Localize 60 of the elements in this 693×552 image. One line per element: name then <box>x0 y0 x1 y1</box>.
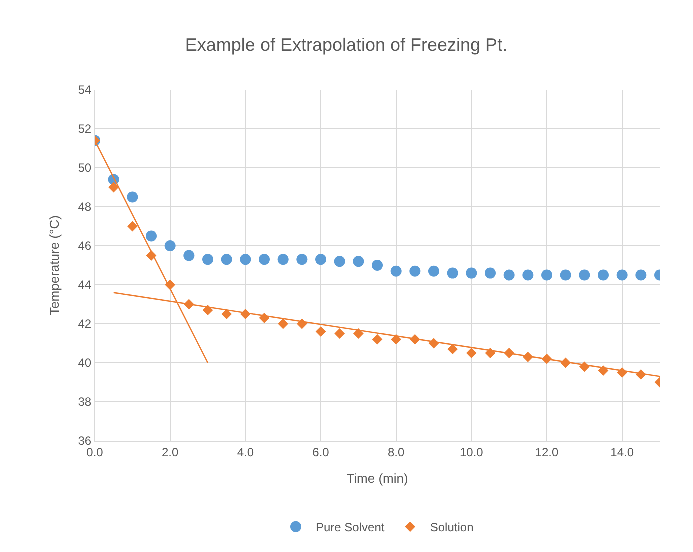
point <box>259 254 270 266</box>
point <box>542 270 552 281</box>
x-axis-title: Time (min) <box>346 471 408 486</box>
point <box>448 344 458 355</box>
x-tick-label: 10.0 <box>460 445 484 460</box>
point <box>522 270 534 281</box>
point <box>146 230 157 242</box>
point <box>240 254 252 266</box>
point <box>316 326 326 337</box>
point <box>598 270 609 281</box>
point <box>372 260 383 271</box>
point <box>334 328 346 339</box>
point <box>127 192 138 203</box>
point <box>485 268 496 279</box>
x-tick-label: 14.0 <box>610 445 634 460</box>
point <box>127 221 138 232</box>
x-tick-label: 6.0 <box>312 445 330 460</box>
point <box>390 266 402 277</box>
point <box>202 254 214 266</box>
chart-title: Example of Extrapolation of Freezing Pt. <box>185 35 508 56</box>
point <box>334 256 346 268</box>
point <box>560 270 572 281</box>
y-tick-label: 46 <box>78 239 92 254</box>
y-tick-label: 52 <box>78 122 92 136</box>
point <box>579 270 590 281</box>
point <box>372 334 383 345</box>
point <box>278 318 289 330</box>
point <box>466 268 478 279</box>
x-tick-label: 8.0 <box>388 445 405 460</box>
point <box>410 266 421 277</box>
legend-label: Solution <box>430 520 474 535</box>
point <box>616 270 628 281</box>
y-axis-title: Temperature (°C) <box>47 216 62 316</box>
point <box>296 254 308 266</box>
y-tick-label: 38 <box>78 395 92 410</box>
point <box>447 268 458 279</box>
point <box>184 250 195 262</box>
y-tick-label: 40 <box>78 356 92 370</box>
point <box>636 270 647 281</box>
point <box>202 305 214 316</box>
y-tick-label: 50 <box>78 161 92 176</box>
point <box>222 309 232 320</box>
legend-label: Pure Solvent <box>316 520 386 535</box>
point <box>353 328 364 339</box>
x-tick-label: 4.0 <box>237 445 254 460</box>
y-tick-label: 42 <box>78 317 92 332</box>
y-tick-label: 48 <box>78 200 92 214</box>
point <box>278 254 289 266</box>
y-tick-label: 54 <box>78 83 92 98</box>
point <box>428 266 440 277</box>
point <box>316 254 326 266</box>
point <box>108 182 120 193</box>
point <box>353 256 364 268</box>
x-tick-label: 12.0 <box>535 445 559 460</box>
point <box>164 240 176 252</box>
point <box>466 348 477 358</box>
x-tick-label: 2.0 <box>162 445 179 460</box>
point <box>504 270 515 281</box>
point <box>221 254 232 266</box>
y-tick-label: 44 <box>78 278 92 292</box>
